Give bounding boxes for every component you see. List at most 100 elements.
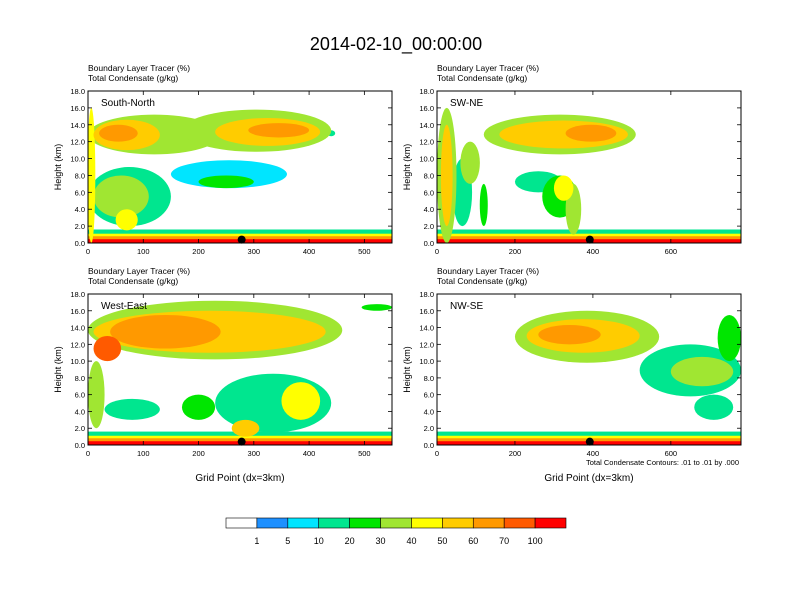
panel-nw-se: 0.0 2.0 4.0 6.0 8.0 10.0 12.0 14.0 16.0 18.0 0 200 4… bbox=[402, 266, 742, 484]
y-tick-label: 0.0 bbox=[75, 239, 85, 248]
subtitle-condensate: Total Condensate (g/kg) bbox=[437, 73, 527, 83]
y-tick-label: 18.0 bbox=[419, 290, 434, 299]
panel-south-north: 0.0 2.0 4.0 6.0 8.0 10.0 12.0 14.0 16.0 18.0 0 100 2… bbox=[53, 63, 393, 256]
subtitle-tracer: Boundary Layer Tracer (%) bbox=[437, 63, 539, 73]
tracer-blob bbox=[115, 209, 138, 231]
x-tick-label: 500 bbox=[358, 449, 371, 458]
colorbar-box bbox=[225, 517, 258, 529]
panel-west-east: 0.0 2.0 4.0 6.0 8.0 10.0 12.0 14.0 16.0 18.0 0 100 2… bbox=[53, 266, 393, 484]
panel-label: SW-NE bbox=[450, 98, 483, 109]
location-marker bbox=[585, 235, 594, 244]
y-axis-label: Height (km) bbox=[402, 346, 412, 393]
x-tick-label: 400 bbox=[587, 449, 600, 458]
x-tick-label: 500 bbox=[358, 247, 371, 256]
y-axis-label: Height (km) bbox=[53, 346, 63, 393]
panel-label: West-East bbox=[101, 301, 147, 312]
tracer-blob bbox=[670, 356, 734, 387]
tracer-blob bbox=[694, 394, 734, 420]
y-tick-label: 10.0 bbox=[419, 357, 434, 366]
colorbar-box bbox=[380, 517, 412, 529]
y-tick-label: 18.0 bbox=[70, 290, 85, 299]
tracer-blob bbox=[248, 123, 310, 138]
tracer-blob bbox=[93, 335, 122, 362]
x-tick-label: 600 bbox=[665, 247, 678, 256]
y-tick-label: 16.0 bbox=[419, 307, 434, 316]
subtitle-tracer: Boundary Layer Tracer (%) bbox=[88, 266, 190, 276]
y-tick-label: 8.0 bbox=[424, 171, 434, 180]
tracer-blob bbox=[231, 419, 260, 437]
panels: 0.0 2.0 4.0 6.0 8.0 10.0 12.0 14.0 16.0 18.0 0 100 2… bbox=[53, 63, 742, 484]
colorbar-box bbox=[472, 517, 505, 529]
y-tick-label: 2.0 bbox=[424, 424, 434, 433]
x-axis-label: Grid Point (dx=3km) bbox=[544, 473, 633, 484]
x-tick-label: 200 bbox=[192, 449, 205, 458]
y-tick-label: 12.0 bbox=[70, 340, 85, 349]
tracer-blob bbox=[361, 304, 392, 311]
tracer-blob bbox=[565, 124, 617, 142]
y-tick-label: 6.0 bbox=[75, 391, 85, 400]
subtitle-tracer: Boundary Layer Tracer (%) bbox=[88, 63, 190, 73]
tracer-blob bbox=[198, 175, 254, 189]
x-tick-label: 400 bbox=[587, 247, 600, 256]
figure-title: 2014-02-10_00:00:00 bbox=[310, 34, 482, 55]
tracer-blob bbox=[181, 394, 216, 420]
colorbar-box bbox=[287, 517, 320, 529]
y-tick-label: 2.0 bbox=[75, 222, 85, 231]
y-tick-label: 6.0 bbox=[424, 188, 434, 197]
colorbar-box bbox=[349, 517, 381, 529]
subtitle-condensate: Total Condensate (g/kg) bbox=[88, 73, 178, 83]
subtitle-condensate: Total Condensate (g/kg) bbox=[88, 276, 178, 286]
y-tick-label: 0.0 bbox=[424, 239, 434, 248]
x-tick-label: 100 bbox=[137, 449, 150, 458]
colorbar: 1 5 10 20 30 40 50 60 70 100 bbox=[225, 517, 567, 546]
colorbar-label: 1 bbox=[254, 536, 259, 546]
location-marker bbox=[237, 437, 246, 446]
colorbar-label: 100 bbox=[528, 536, 543, 546]
y-tick-label: 12.0 bbox=[419, 138, 434, 147]
x-axis-label: Grid Point (dx=3km) bbox=[195, 473, 284, 484]
colorbar-label: 70 bbox=[499, 536, 509, 546]
y-tick-label: 10.0 bbox=[70, 155, 85, 164]
x-tick-label: 400 bbox=[303, 449, 316, 458]
tracer-blob bbox=[479, 183, 488, 227]
x-tick-label: 0 bbox=[86, 247, 90, 256]
colorbar-box bbox=[411, 517, 443, 529]
y-axis-label: Height (km) bbox=[402, 144, 412, 191]
tracer-blob bbox=[717, 314, 741, 362]
tracer-blob bbox=[93, 175, 149, 218]
y-tick-label: 8.0 bbox=[75, 171, 85, 180]
y-tick-label: 4.0 bbox=[424, 205, 434, 214]
y-tick-label: 2.0 bbox=[75, 424, 85, 433]
location-marker bbox=[237, 235, 246, 244]
panel-sw-ne: 0.0 2.0 4.0 6.0 8.0 10.0 12.0 14.0 16.0 18.0 0 200 4… bbox=[402, 63, 742, 256]
tracer-blob bbox=[553, 175, 574, 201]
y-tick-label: 16.0 bbox=[419, 104, 434, 113]
tracer-blob bbox=[440, 124, 453, 227]
x-tick-label: 300 bbox=[248, 247, 261, 256]
tracer-blob bbox=[110, 314, 221, 349]
colorbar-label: 40 bbox=[406, 536, 416, 546]
colorbar-box bbox=[442, 517, 474, 529]
y-tick-label: 16.0 bbox=[70, 104, 85, 113]
colorbar-label: 10 bbox=[314, 536, 324, 546]
y-tick-label: 12.0 bbox=[70, 138, 85, 147]
tracer-blob bbox=[99, 124, 138, 142]
colorbar-label: 30 bbox=[376, 536, 386, 546]
y-tick-label: 8.0 bbox=[75, 374, 85, 383]
colorbar-box bbox=[318, 517, 350, 529]
y-tick-label: 4.0 bbox=[75, 407, 85, 416]
y-tick-label: 14.0 bbox=[419, 324, 434, 333]
subtitle-tracer: Boundary Layer Tracer (%) bbox=[437, 266, 539, 276]
y-tick-label: 6.0 bbox=[75, 188, 85, 197]
panel-label: South-North bbox=[101, 98, 155, 109]
y-tick-label: 8.0 bbox=[424, 374, 434, 383]
y-tick-label: 6.0 bbox=[424, 391, 434, 400]
y-tick-label: 16.0 bbox=[70, 307, 85, 316]
contour-note: Total Condensate Contours: .01 to .01 by… bbox=[586, 458, 739, 467]
x-tick-label: 0 bbox=[435, 247, 439, 256]
tracer-blob bbox=[88, 361, 105, 429]
x-tick-label: 0 bbox=[435, 449, 439, 458]
y-tick-label: 14.0 bbox=[70, 121, 85, 130]
location-marker bbox=[585, 437, 594, 446]
